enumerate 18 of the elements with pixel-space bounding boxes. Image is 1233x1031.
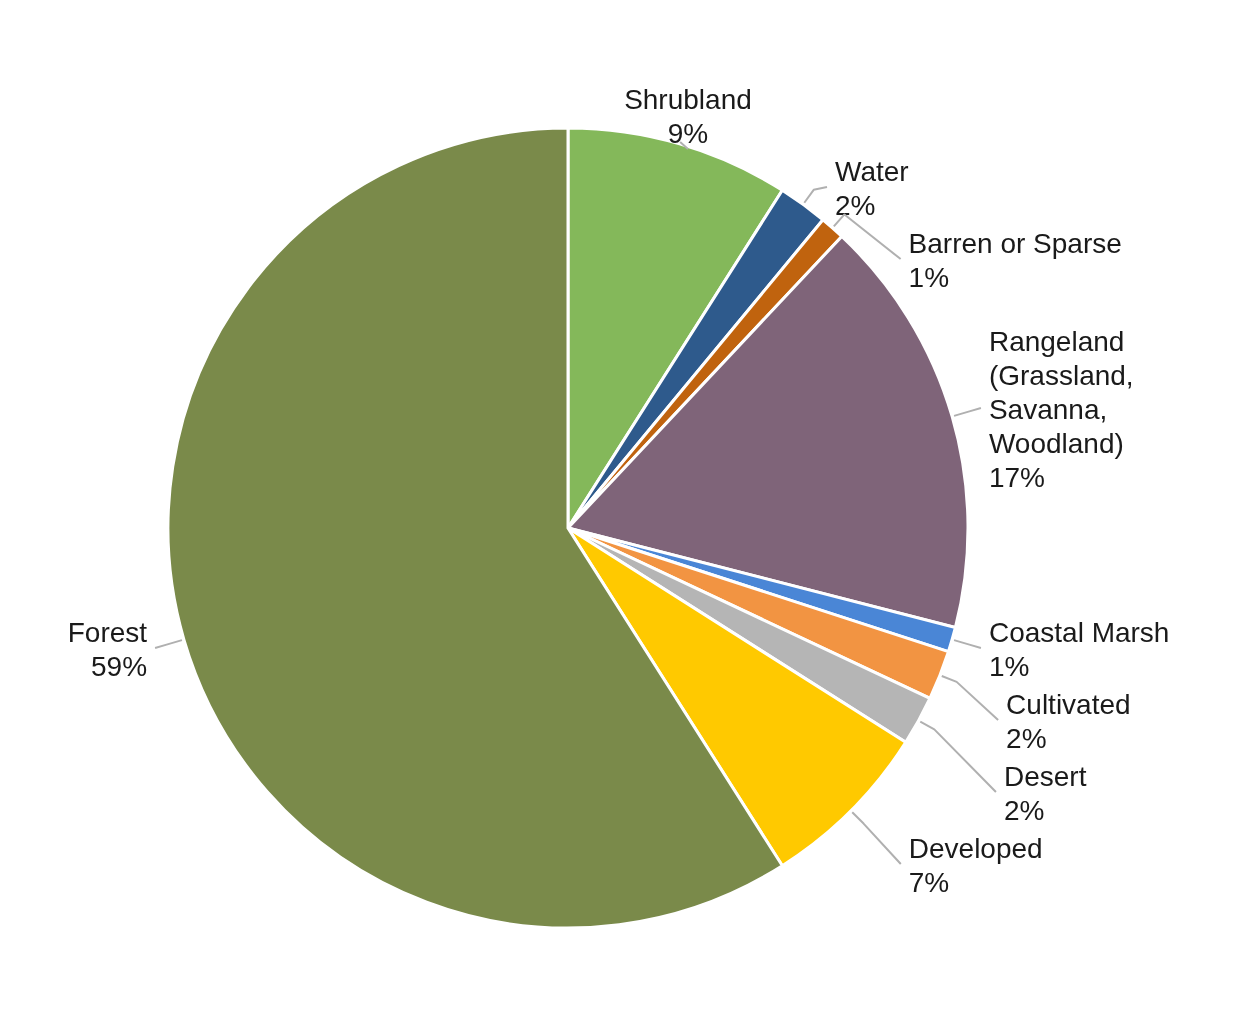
slice-label: Barren or Sparse [908,228,1122,260]
data-label: 2% [1003,794,1045,826]
data-label: 17% [988,462,1045,494]
slice-label: Forest [67,616,148,648]
data-label: 59% [91,650,148,682]
slice-label: Developed [908,832,1043,864]
data-label: 1% [908,262,950,294]
data-label: 9% [667,118,709,150]
data-label: 1% [988,650,1030,682]
data-label: 7% [908,866,950,898]
data-label: 2% [835,190,876,222]
slice-label: Cultivated [1006,688,1131,720]
slice-label: Shrubland [624,84,752,116]
slice-label: Desert [1003,760,1087,792]
slice-label: Rangeland (Grassland, Savanna, Woodland) [988,326,1134,460]
data-label: 2% [1006,722,1047,754]
slice-label: Coastal Marsh [988,616,1170,648]
slice-label: Water [835,156,909,188]
